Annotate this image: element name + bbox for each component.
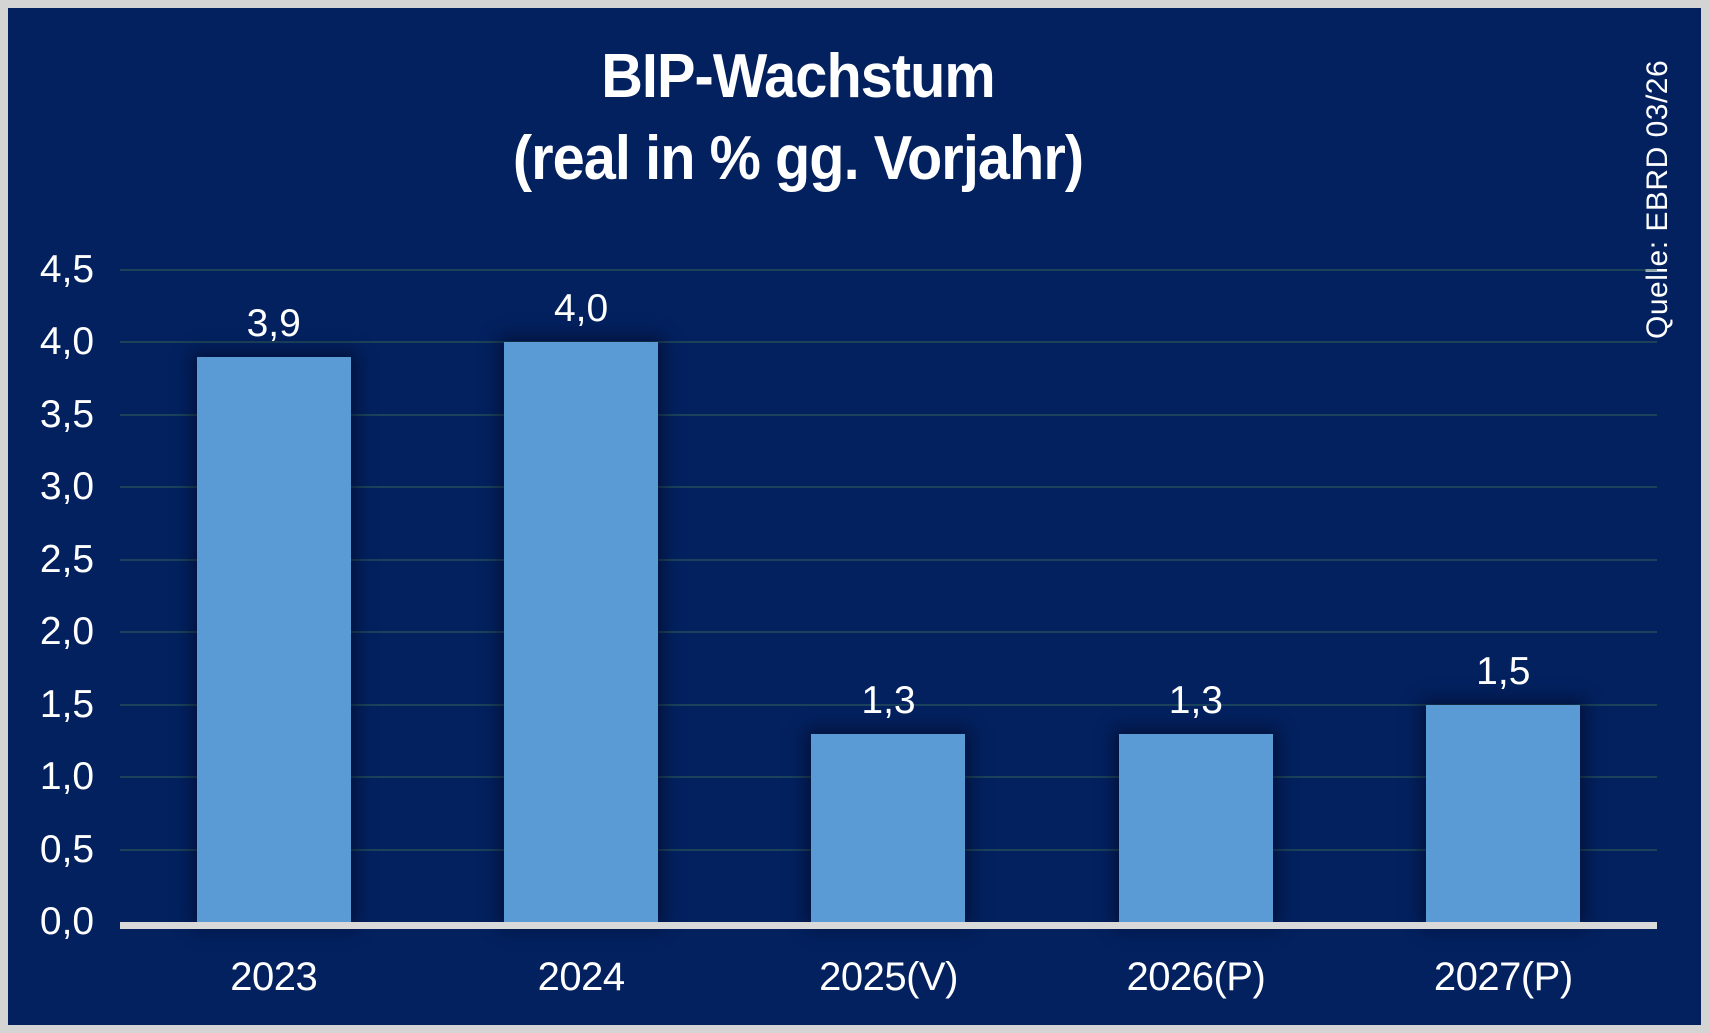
bar-value-label: 1,5	[1476, 650, 1531, 693]
gridline	[120, 558, 1657, 561]
bar-value-label: 1,3	[1168, 679, 1223, 722]
y-tick-label: 1,0	[39, 755, 95, 799]
gridline	[120, 631, 1657, 634]
bar-2026(P)	[1118, 734, 1273, 922]
y-tick-label: 2,0	[39, 610, 95, 654]
y-tick-label: 3,0	[39, 465, 95, 509]
gridline	[120, 341, 1657, 344]
y-tick-label: 3,5	[39, 392, 95, 436]
plot-area: 3,9 4,0 1,3 1,3 1,5	[120, 269, 1657, 922]
y-tick-label: 4,5	[39, 248, 95, 291]
x-tick-label: 2023	[230, 955, 318, 999]
gridline	[120, 703, 1657, 706]
bar-slot: 4,0	[427, 270, 734, 922]
x-axis: 2023 2024 2025(V) 2026(P) 2027(P)	[120, 954, 1657, 1000]
bar-value-label: 4,0	[553, 287, 609, 330]
chart-title: BIP-Wachstum (real in % gg. Vorjahr)	[63, 36, 1532, 200]
bar-value-label: 3,9	[246, 302, 301, 345]
x-tick-label: 2026(P)	[1126, 955, 1266, 999]
x-tick-label: 2025(V)	[819, 955, 958, 999]
bar-2024	[504, 342, 659, 922]
gridline	[120, 269, 1657, 271]
bar-2023	[196, 357, 351, 922]
bar-slot: 1,3	[735, 270, 1042, 922]
bar-2025(V)	[811, 734, 966, 922]
y-tick-label: 2,5	[39, 537, 95, 581]
y-tick-label: 0,5	[39, 827, 95, 871]
y-tick-label: 0,0	[39, 900, 95, 943]
x-axis-line	[120, 922, 1657, 929]
x-tick-label: 2027(P)	[1433, 955, 1573, 999]
y-axis: 4,5 4,0 3,5 3,0 2,5 2,0 1,5 1,0 0,5 0,0	[26, 8, 108, 1033]
y-tick-label: 1,5	[39, 682, 95, 726]
gridline	[120, 413, 1657, 416]
bar-value-label: 1,3	[861, 679, 916, 722]
y-tick-label: 4,0	[39, 320, 95, 364]
chart-title-line1: BIP-Wachstum	[601, 42, 995, 111]
gridline	[120, 486, 1657, 489]
bar-slot: 1,3	[1042, 270, 1349, 922]
x-tick-label: 2024	[537, 955, 625, 999]
chart-title-line2: (real in % gg. Vorjahr)	[512, 124, 1084, 193]
bar-2027(P)	[1426, 705, 1581, 922]
bar-slot: 3,9	[120, 270, 427, 922]
bar-slot: 1,5	[1350, 270, 1657, 922]
